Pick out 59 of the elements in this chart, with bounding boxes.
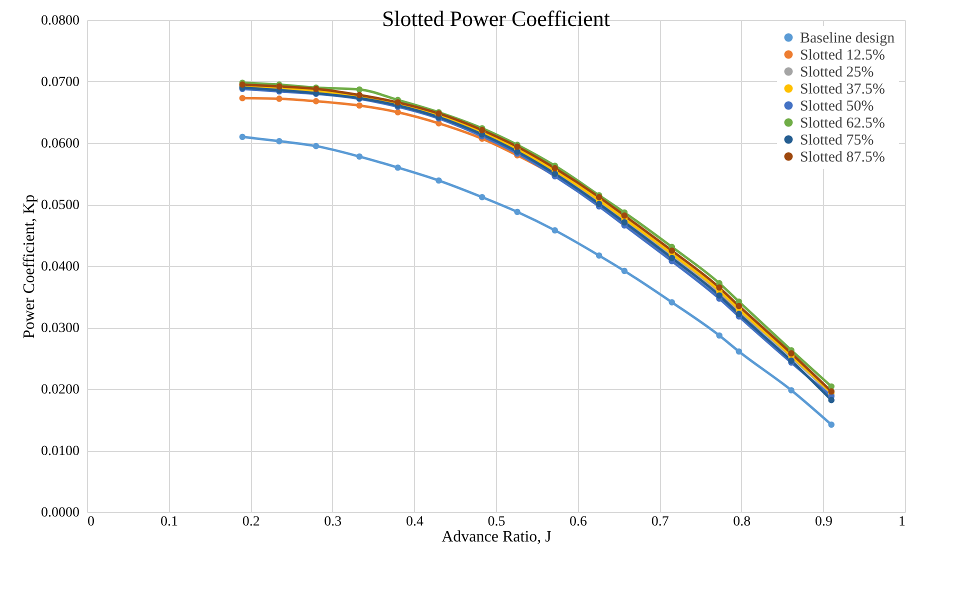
point [552,227,558,234]
legend-label: Slotted 75% [800,132,874,148]
point [436,177,442,184]
legend-label: Slotted 50% [800,98,874,114]
x-tick-label: 0.7 [651,514,669,530]
point [312,98,320,104]
legend-label: Slotted 37.5% [800,82,885,98]
x-tick-label: 1 [898,514,906,530]
point [552,165,558,172]
point [356,102,363,109]
x-tick-label: 0.1 [160,514,178,530]
chart-title: Slotted Power Coefficient [382,6,610,31]
point [621,212,628,219]
point [356,86,363,93]
point [668,299,676,306]
legend-label: Slotted 87.5% [800,150,885,166]
x-tick-label: 0.2 [242,514,260,530]
point [276,138,282,144]
x-tick-label: 0 [88,514,94,530]
point [788,387,794,394]
x-axis-title: Advance Ratio, J [442,528,552,546]
x-tick-label: 0.8 [733,514,751,530]
point [478,194,486,200]
y-tick-label: 0.0400 [41,260,80,274]
x-tick-label: 0.6 [570,514,588,530]
point [716,284,722,291]
x-tick-label: 0.5 [488,514,506,530]
x-tick-label: 0.9 [814,514,832,530]
point [394,109,401,116]
y-tick-label: 0.0200 [41,382,80,398]
point [716,332,722,339]
legend-label: Slotted 62.5% [800,116,885,132]
y-tick-label: 0.0100 [41,444,80,459]
y-axis-title: Power Coefficient, Kp [21,194,38,339]
y-tick-label: 0.0000 [41,506,80,520]
point [736,348,742,355]
y-tick-label: 0.0800 [41,14,80,28]
legend-label: Slotted 25% [800,64,874,80]
point [596,252,602,259]
point [621,268,628,274]
legend-label: Baseline design [800,30,896,46]
y-tick-label: 0.0700 [41,75,80,90]
point [514,208,520,216]
point [239,134,246,140]
y-tick-label: 0.0300 [41,321,80,336]
point [312,142,320,150]
point [736,302,742,310]
legend-label: Slotted 12.5% [800,48,885,64]
y-tick-label: 0.0500 [41,198,80,213]
point [394,164,401,171]
point [356,153,363,160]
y-tick-label: 0.0600 [41,136,80,152]
point [828,422,835,428]
point [828,396,835,404]
point [668,247,676,254]
x-tick-label: 0.3 [324,514,342,530]
x-tick-label: 0.4 [406,514,424,530]
point [239,94,246,102]
point [276,96,282,102]
